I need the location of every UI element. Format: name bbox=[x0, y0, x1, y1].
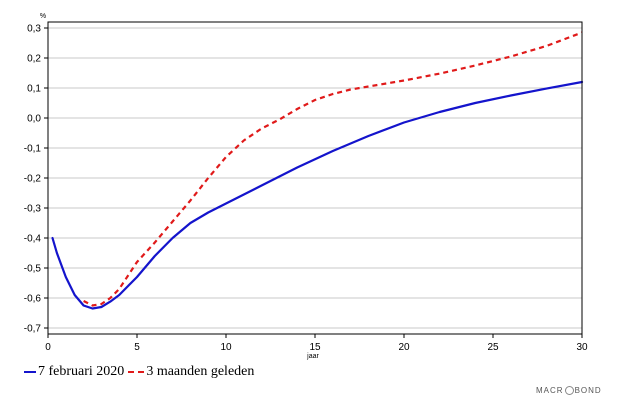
brand-text-left: MACR bbox=[536, 386, 564, 395]
y-tick-label: -0,7 bbox=[24, 324, 42, 335]
x-tick-label: 20 bbox=[398, 342, 410, 353]
legend: 7 februari 2020 3 maanden geleden bbox=[24, 364, 254, 380]
legend-label-3-maanden-geleden: 3 maanden geleden bbox=[146, 364, 255, 379]
y-tick-label: -0,2 bbox=[24, 174, 42, 185]
series-line-3-maanden-geleden bbox=[83, 31, 583, 307]
legend-solid-line-swatch bbox=[24, 371, 36, 373]
x-tick-label: 5 bbox=[134, 342, 140, 353]
x-axis-label: jaar bbox=[306, 353, 319, 360]
y-tick-label: 0,2 bbox=[27, 54, 41, 65]
gridlines bbox=[48, 27, 582, 329]
brand-circle-icon bbox=[564, 386, 574, 395]
y-tick-label: -0,1 bbox=[24, 144, 42, 155]
legend-label-7-februari-2020: 7 februari 2020 bbox=[38, 364, 125, 379]
plot-frame bbox=[47, 21, 583, 335]
x-tick-label: 10 bbox=[220, 342, 232, 353]
legend-dashed-line-swatch bbox=[128, 371, 145, 373]
y-tick-label: -0,4 bbox=[24, 234, 42, 245]
x-tick-label: 25 bbox=[487, 342, 499, 353]
brand-text-right: BOND bbox=[574, 386, 602, 395]
y-tick-label: 0,3 bbox=[27, 24, 41, 35]
y-tick-label: -0,3 bbox=[24, 204, 42, 215]
legend-item-7-februari-2020: 7 februari 2020 bbox=[24, 364, 124, 380]
x-tick-label: 0 bbox=[45, 342, 51, 353]
y-tick-label: 0,0 bbox=[27, 114, 41, 125]
y-axis-unit-label: % bbox=[40, 13, 46, 20]
series-lines bbox=[51, 31, 584, 310]
y-tick-label: 0,1 bbox=[27, 84, 41, 95]
y-tick-labels: 0,3 0,2 0,1 0,0 -0,1 -0,2 -0,3 -0,4 -0,5 -0,6 -0,7 bbox=[24, 24, 48, 335]
x-tick-label: 30 bbox=[576, 342, 588, 353]
chart: 0,3 0,2 0,1 0,0 -0,1 -0,2 -0,3 -0,4 -0,5 -0,6 -0,7… bbox=[24, 13, 588, 360]
x-tick-label: 15 bbox=[309, 342, 321, 353]
y-tick-label: -0,5 bbox=[24, 264, 42, 275]
x-tick-labels: 0 5 10 15 20 25 30 bbox=[45, 334, 588, 353]
series-line-7-februari-2020 bbox=[51, 80, 584, 310]
legend-item-3-maanden-geleden: 3 maanden geleden bbox=[124, 364, 254, 380]
y-tick-label: -0,6 bbox=[24, 294, 42, 305]
macrobond-logo: MACR BOND bbox=[536, 386, 602, 395]
